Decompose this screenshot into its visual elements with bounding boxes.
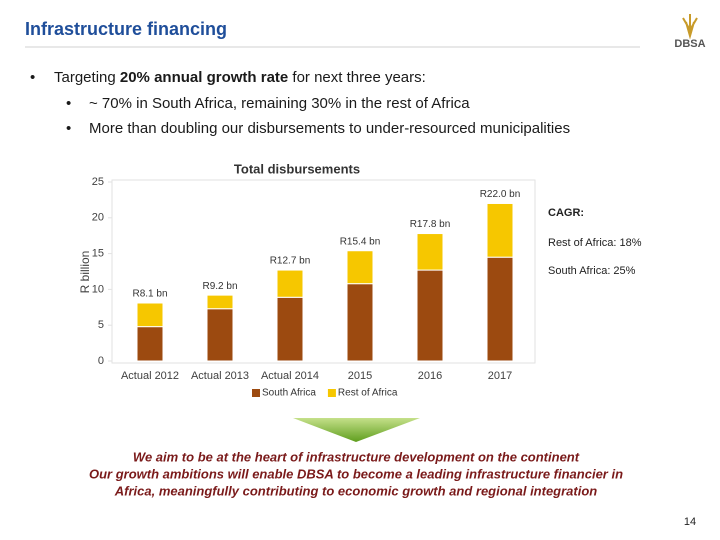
conclusion-line: Our growth ambitions will enable DBSA to… [89,466,623,481]
bar-segment [206,308,234,362]
bar-segment [416,233,444,271]
annotation: South Africa: 25% [548,265,636,277]
y-tick-label: 10 [92,283,104,295]
bullet-marker: • [66,120,71,137]
bar-segment [486,256,514,362]
chart-title: Total disbursements [234,161,360,176]
y-tick-label: 20 [92,212,104,224]
slide-title: Infrastructure financing [25,19,227,39]
y-tick-label: 0 [98,355,104,367]
sub-bullet: ~ 70% in South Africa, remaining 30% in … [89,95,470,112]
total-label: R15.4 bn [340,236,381,247]
logo: DBSA [674,14,706,50]
bar-segment [346,250,374,285]
bullet-bold: 20% annual growth rate [120,69,288,86]
page-number: 14 [684,516,696,528]
bullet-marker: • [66,95,71,112]
total-label: R9.2 bn [202,281,237,292]
y-tick-label: 5 [98,319,104,331]
conclusion-line: Africa, meaningfully contributing to eco… [114,483,598,498]
bar-segment [136,326,164,362]
y-tick-label: 15 [92,248,104,260]
legend-swatch [252,389,260,397]
annotation: CAGR: [548,207,584,219]
legend-label: Rest of Africa [338,388,398,399]
bullet-marker: • [30,69,35,86]
x-tick-label: Actual 2012 [121,370,179,382]
y-axis-label: R billion [78,251,92,294]
total-label: R17.8 bn [410,219,451,230]
conclusion-line: We aim to be at the heart of infrastruct… [133,449,580,464]
bullet: Targeting 20% annual growth rate for nex… [54,69,426,86]
total-label: R8.1 bn [132,289,167,300]
bar-segment [486,202,514,258]
bar-segment [276,269,304,298]
plot-frame [111,179,536,364]
y-tick-label: 25 [92,176,104,188]
annotation: Rest of Africa: 18% [548,237,642,249]
arrow-triangle [293,418,420,442]
bullet-text: Targeting [54,69,120,86]
legend-swatch [327,389,336,397]
x-tick-label: Actual 2013 [191,370,249,382]
x-tick-label: 2015 [348,370,372,382]
bar-segment [136,302,164,328]
x-tick-label: 2016 [418,370,442,382]
bar-segment [276,296,304,362]
bar-segment [416,269,444,362]
total-label: R12.7 bn [270,256,311,267]
sub-bullet: More than doubling our disbursements to … [89,120,570,137]
bar-segment [346,283,374,362]
bar-segment [206,294,234,310]
bullet-text: for next three years: [288,69,426,86]
total-label: R22.0 bn [480,189,521,200]
x-tick-label: 2017 [488,370,512,382]
x-tick-label: Actual 2014 [261,370,319,382]
legend-label: South Africa [262,388,316,399]
logo-text: DBSA [674,38,705,50]
